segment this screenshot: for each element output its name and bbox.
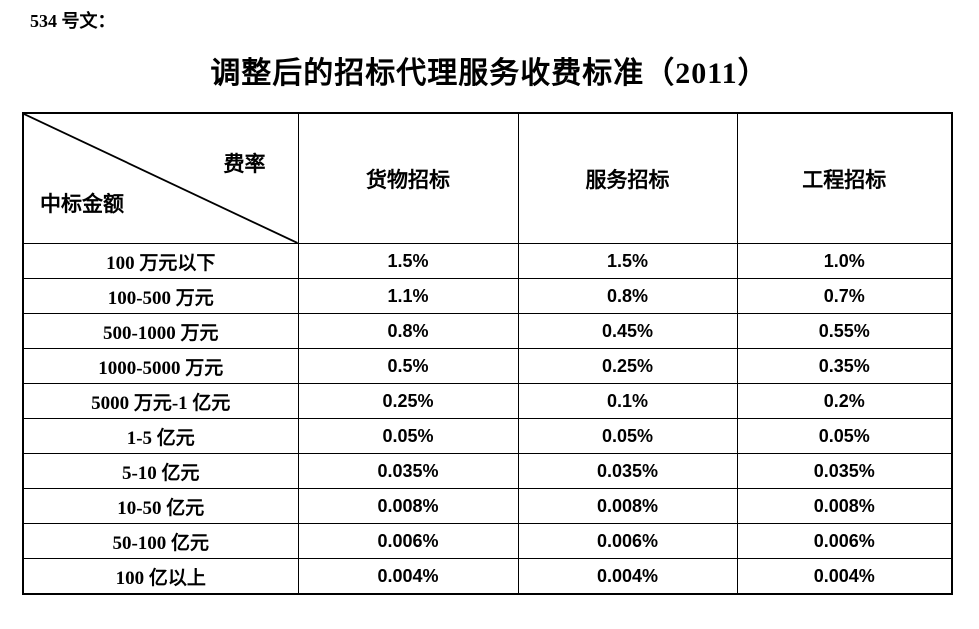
rate-cell: 0.035% [517,453,738,489]
rate-cell: 1.0% [736,243,953,279]
column-header-services: 服务招标 [517,112,738,244]
table-row: 50-100 亿元 0.006% 0.006% 0.006% [22,523,953,559]
rate-cell: 0.1% [517,383,738,419]
page-title: 调整后的招标代理服务收费标准（2011） [210,57,769,90]
table-row: 5000 万元-1 亿元 0.25% 0.1% 0.2% [22,383,953,419]
rate-cell: 0.8% [297,313,519,349]
amount-cell: 1000-5000 万元 [22,348,299,384]
rate-cell: 0.25% [517,348,738,384]
amount-cell: 1-5 亿元 [22,418,299,454]
rate-cell: 0.35% [736,348,953,384]
rate-cell: 0.035% [297,453,519,489]
table-row: 100 万元以下 1.5% 1.5% 1.0% [22,243,953,279]
rate-cell: 0.006% [517,523,738,559]
rate-cell: 1.5% [297,243,519,279]
rate-cell: 0.008% [736,488,953,524]
column-header-goods: 货物招标 [297,112,519,244]
rate-cell: 0.006% [736,523,953,559]
corner-amount-label: 中标金额 [40,192,124,216]
table-header-row: 费率 中标金额 货物招标 服务招标 工程招标 [22,112,953,244]
rate-cell: 0.8% [517,278,738,314]
rate-cell: 0.004% [297,558,519,595]
table-row: 1-5 亿元 0.05% 0.05% 0.05% [22,418,953,454]
rate-cell: 0.25% [297,383,519,419]
table-row: 1000-5000 万元 0.5% 0.25% 0.35% [22,348,953,384]
fee-rate-table: 费率 中标金额 货物招标 服务招标 工程招标 100 万元以下 1.5% 1.5… [22,112,953,595]
table-row: 100-500 万元 1.1% 0.8% 0.7% [22,278,953,314]
doc-number-label: 534 号文： [30,11,116,31]
rate-cell: 0.008% [517,488,738,524]
rate-cell: 0.2% [736,383,953,419]
corner-header-cell: 费率 中标金额 [22,112,299,244]
amount-cell: 100 亿以上 [22,558,299,595]
table-row: 500-1000 万元 0.8% 0.45% 0.55% [22,313,953,349]
rate-cell: 1.1% [297,278,519,314]
amount-cell: 5-10 亿元 [22,453,299,489]
diagonal-divider-line [24,114,298,243]
amount-cell: 10-50 亿元 [22,488,299,524]
table-row: 10-50 亿元 0.008% 0.008% 0.008% [22,488,953,524]
rate-cell: 0.55% [736,313,953,349]
amount-cell: 50-100 亿元 [22,523,299,559]
amount-cell: 100 万元以下 [22,243,299,279]
rate-cell: 0.004% [736,558,953,595]
rate-cell: 0.006% [297,523,519,559]
rate-cell: 0.5% [297,348,519,384]
rate-cell: 0.05% [517,418,738,454]
rate-cell: 0.035% [736,453,953,489]
amount-cell: 500-1000 万元 [22,313,299,349]
rate-cell: 1.5% [517,243,738,279]
rate-cell: 0.05% [736,418,953,454]
rate-cell: 0.004% [517,558,738,595]
amount-cell: 100-500 万元 [22,278,299,314]
table-row: 100 亿以上 0.004% 0.004% 0.004% [22,558,953,595]
amount-cell: 5000 万元-1 亿元 [22,383,299,419]
column-header-works: 工程招标 [736,112,953,244]
rate-cell: 0.008% [297,488,519,524]
rate-cell: 0.05% [297,418,519,454]
table-row: 5-10 亿元 0.035% 0.035% 0.035% [22,453,953,489]
corner-rate-label: 费率 [223,152,266,176]
rate-cell: 0.45% [517,313,738,349]
rate-cell: 0.7% [736,278,953,314]
